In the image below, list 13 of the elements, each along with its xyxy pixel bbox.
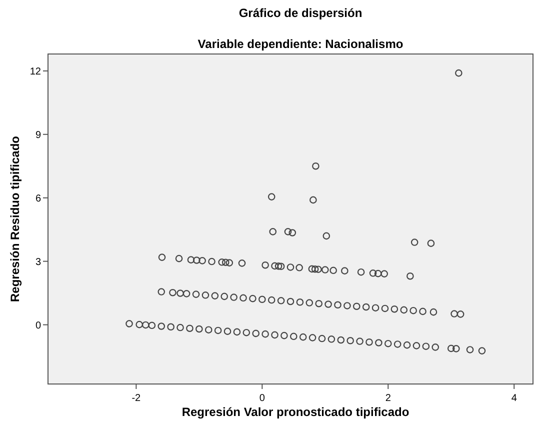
y-axis-title: Regresión Residuo tipificado (8, 136, 22, 302)
y-tick-label: 6 (35, 193, 42, 204)
x-tick-label: 0 (259, 393, 266, 404)
y-tick-label: 12 (30, 66, 42, 78)
chart-subtitle: Variable dependiente: Nacionalismo (198, 37, 404, 51)
x-tick-label: -2 (132, 393, 142, 404)
x-tick-label: 4 (511, 393, 518, 404)
x-axis-title: Regresión Valor pronosticado tipificado (182, 405, 410, 419)
chart-title: Gráfico de dispersión (238, 6, 362, 20)
y-tick-label: 0 (35, 320, 42, 332)
x-tick-label: 2 (385, 393, 392, 404)
y-tick-label: 3 (35, 256, 42, 268)
y-tick-label: 9 (35, 130, 42, 141)
